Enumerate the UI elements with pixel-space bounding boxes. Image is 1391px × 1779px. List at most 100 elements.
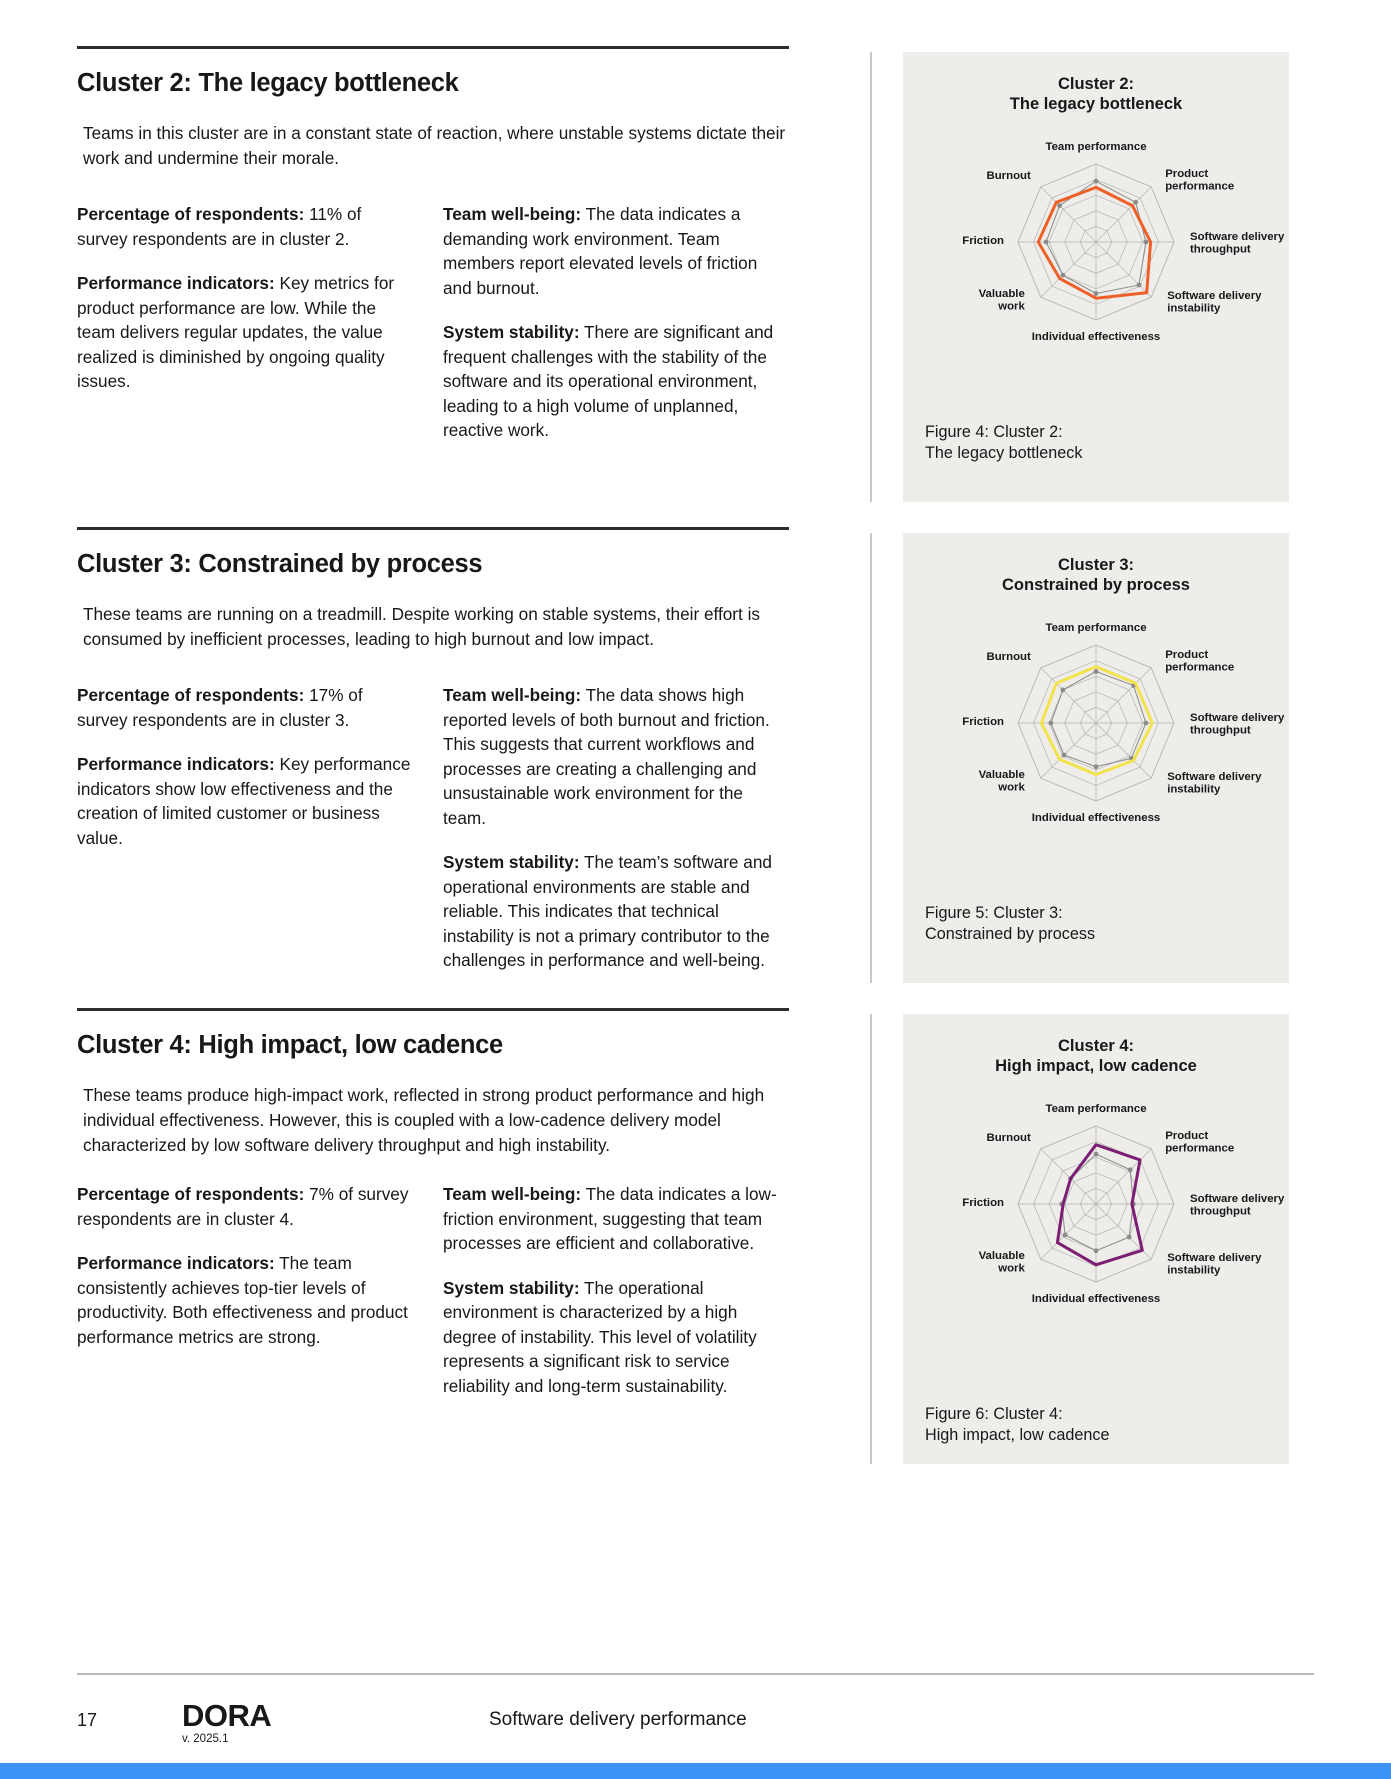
svg-text:Product: Product — [1165, 649, 1208, 661]
figure-5-radar-chart: Team performance Product performance Softwa… — [903, 595, 1289, 870]
section-cluster2-left-column: Percentage of respondents: 11% of survey… — [77, 202, 443, 463]
paragraph-label: Percentage of respondents: — [77, 1184, 305, 1204]
section-cluster3-heading: Cluster 3: Constrained by process — [77, 550, 483, 578]
section-top-rule — [77, 1008, 789, 1011]
paragraph-system-stability: System stability: The operational enviro… — [443, 1276, 789, 1399]
section-cluster4-left-column: Percentage of respondents: 7% of survey … — [77, 1182, 443, 1418]
paragraph-team-wellbeing: Team well-being: The data indicates a lo… — [443, 1182, 789, 1256]
paragraph-performance-indicators: Performance indicators: The team consist… — [77, 1251, 413, 1349]
svg-text:throughput: throughput — [1190, 1206, 1251, 1218]
figure-5-card: Cluster 3: Constrained by process Team p… — [903, 533, 1289, 983]
svg-text:Friction: Friction — [962, 1197, 1004, 1209]
svg-text:Valuable: Valuable — [979, 288, 1025, 300]
paragraph-label: Performance indicators: — [77, 754, 275, 774]
svg-text:Software delivery: Software delivery — [1167, 1252, 1262, 1264]
section-cluster4-heading: Cluster 4: High impact, low cadence — [77, 1031, 503, 1059]
footer-divider — [77, 1673, 1314, 1675]
paragraph-label: Team well-being: — [443, 204, 582, 224]
dora-wordmark: DORA — [182, 1698, 272, 1733]
paragraph-text: Key performance indicators show low effe… — [77, 754, 411, 848]
paragraph-text: The operational environment is character… — [443, 1277, 757, 1396]
svg-text:Team performance: Team performance — [1045, 1103, 1146, 1115]
vertical-divider — [870, 533, 872, 983]
section-cluster2-heading: Cluster 2: The legacy bottleneck — [77, 69, 459, 97]
svg-text:Friction: Friction — [962, 716, 1004, 728]
paragraph-text: 11% of survey respondents are in cluster… — [77, 204, 362, 249]
vertical-divider — [870, 52, 872, 502]
paragraph-percentage: Percentage of respondents: 11% of survey… — [77, 202, 413, 251]
section-cluster2-right-column: Team well-being: The data indicates a de… — [443, 202, 789, 463]
figure-5-caption: Figure 5: Cluster 3: Constrained by proc… — [925, 904, 1096, 943]
svg-text:Burnout: Burnout — [987, 651, 1031, 663]
section-cluster3-lead: These teams are running on a treadmill. … — [83, 604, 760, 649]
svg-text:Software delivery: Software delivery — [1167, 290, 1262, 302]
section-cluster2-columns: Percentage of respondents: 11% of survey… — [77, 202, 789, 463]
vertical-divider — [870, 1014, 872, 1464]
paragraph-text: The data shows high reported levels of b… — [443, 685, 770, 828]
svg-text:Software delivery: Software delivery — [1167, 771, 1262, 783]
paragraph-label: System stability: — [443, 852, 580, 872]
paragraph-text: The team consistently achieves top-tier … — [77, 1253, 408, 1347]
dora-version: v. 2025.1 — [182, 1733, 229, 1745]
paragraph-label: Performance indicators: — [77, 1253, 275, 1273]
svg-text:Software delivery: Software delivery — [1190, 712, 1285, 724]
paragraph-performance-indicators: Performance indicators: Key performance … — [77, 752, 413, 850]
svg-text:Team performance: Team performance — [1045, 141, 1146, 153]
section-cluster2-text: Cluster 2: The legacy bottleneck Teams i… — [77, 46, 789, 463]
svg-text:Individual effectiveness: Individual effectiveness — [1032, 1293, 1161, 1305]
figure-5-chart-title: Cluster 3: Constrained by process — [1002, 556, 1190, 594]
section-cluster4-text: Cluster 4: High impact, low cadence Thes… — [77, 1008, 789, 1418]
svg-text:performance: performance — [1165, 1142, 1234, 1154]
paragraph-label: Percentage of respondents: — [77, 685, 305, 705]
svg-text:Individual effectiveness: Individual effectiveness — [1032, 812, 1161, 824]
svg-text:Friction: Friction — [962, 235, 1004, 247]
svg-text:performance: performance — [1165, 180, 1234, 192]
figure-4-caption: Figure 4: Cluster 2: The legacy bottlene… — [925, 423, 1083, 462]
paragraph-percentage: Percentage of respondents: 7% of survey … — [77, 1182, 413, 1231]
paragraph-system-stability: System stability: The team’s software an… — [443, 850, 789, 973]
svg-text:throughput: throughput — [1190, 725, 1251, 737]
paragraph-text: The team’s software and operational envi… — [443, 852, 772, 970]
paragraph-text: There are significant and frequent chall… — [443, 322, 774, 440]
section-cluster3-right-column: Team well-being: The data shows high rep… — [443, 683, 789, 993]
page-footer: 17 DORA v. 2025.1 Software delivery perf… — [77, 1692, 1314, 1752]
paragraph-performance-indicators: Performance indicators: Key metrics for … — [77, 271, 413, 394]
section-cluster3-text: Cluster 3: Constrained by process These … — [77, 527, 789, 993]
section-top-rule — [77, 527, 789, 530]
svg-text:work: work — [997, 301, 1025, 313]
svg-text:Software delivery: Software delivery — [1190, 231, 1285, 243]
paragraph-text: 17% of survey respondents are in cluster… — [77, 685, 363, 730]
svg-text:performance: performance — [1165, 661, 1234, 673]
figure-6-chart-title: Cluster 4: High impact, low cadence — [995, 1037, 1197, 1075]
svg-text:throughput: throughput — [1190, 244, 1251, 256]
paragraph-text: The data indicates a demanding work envi… — [443, 204, 758, 298]
figure-6-radar-chart: Team performance Product performance Softwa… — [903, 1076, 1289, 1351]
section-cluster2-lead: Teams in this cluster are in a constant … — [83, 123, 786, 168]
paragraph-percentage: Percentage of respondents: 17% of survey… — [77, 683, 413, 732]
svg-text:Burnout: Burnout — [987, 1132, 1031, 1144]
section-cluster3-columns: Percentage of respondents: 17% of survey… — [77, 683, 789, 993]
dora-logo: DORA v. 2025.1 — [182, 1698, 272, 1746]
paragraph-team-wellbeing: Team well-being: The data shows high rep… — [443, 683, 789, 830]
paragraph-label: Team well-being: — [443, 685, 582, 705]
paragraph-text: Key metrics for product performance are … — [77, 273, 395, 391]
svg-text:instability: instability — [1167, 303, 1221, 315]
figure-4-radar-chart: Team performance Product performance Softwa… — [903, 114, 1289, 389]
section-cluster3-left-column: Percentage of respondents: 17% of survey… — [77, 683, 443, 993]
page-number: 17 — [77, 1710, 98, 1730]
svg-text:instability: instability — [1167, 1265, 1221, 1277]
figure-6-caption: Figure 6: Cluster 4: High impact, low ca… — [925, 1405, 1110, 1444]
section-cluster4-columns: Percentage of respondents: 7% of survey … — [77, 1182, 789, 1418]
figure-6-card: Cluster 4: High impact, low cadence Team… — [903, 1014, 1289, 1464]
svg-text:Valuable: Valuable — [979, 1250, 1025, 1262]
paragraph-text: 7% of survey respondents are in cluster … — [77, 1184, 409, 1229]
svg-text:Product: Product — [1165, 168, 1208, 180]
svg-text:Burnout: Burnout — [987, 170, 1031, 182]
svg-text:Product: Product — [1165, 1130, 1208, 1142]
footer-section-label: Software delivery performance — [489, 1709, 747, 1730]
svg-text:Valuable: Valuable — [979, 769, 1025, 781]
figure-4-card: Cluster 2: The legacy bottleneck Team pe… — [903, 52, 1289, 502]
